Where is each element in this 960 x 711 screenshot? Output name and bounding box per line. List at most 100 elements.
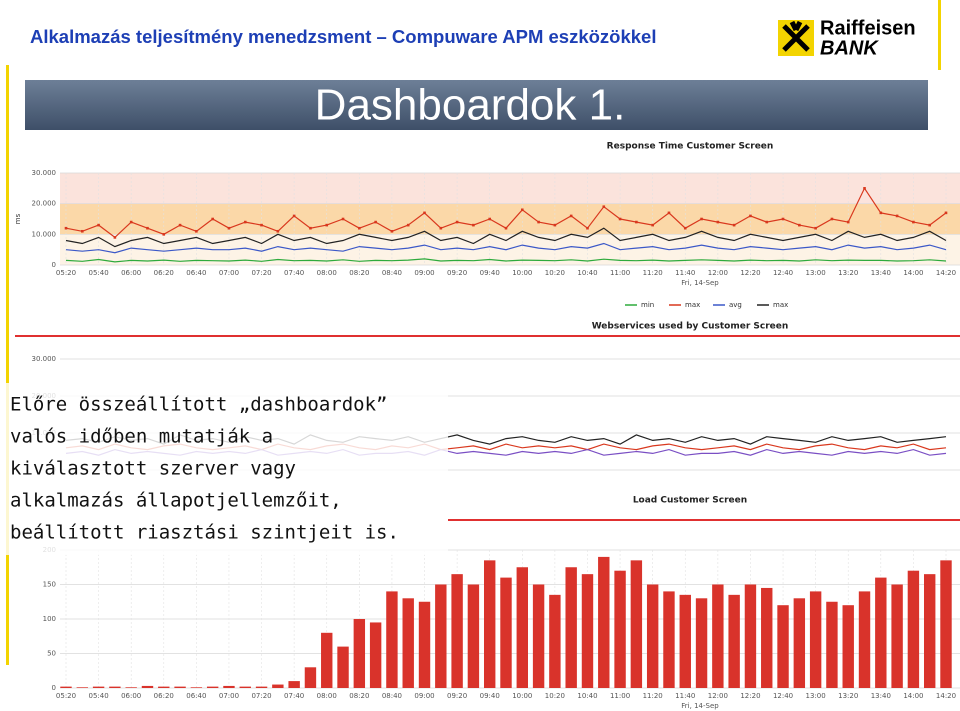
- point: [276, 229, 280, 233]
- x-axis-label: Fri, 14-Sep: [681, 279, 719, 287]
- x-tick-label: 11:20: [643, 692, 663, 700]
- charts: Response Time Customer Screen 0 10.000 20.0…: [14, 142, 960, 710]
- y-tick-label: 0: [52, 261, 56, 269]
- point: [781, 217, 785, 221]
- point: [146, 226, 149, 230]
- point: [846, 220, 850, 224]
- bar: [418, 601, 431, 688]
- point: [700, 217, 703, 221]
- x-tick-label: 13:00: [806, 692, 826, 700]
- x-tick-label: 13:20: [838, 269, 858, 277]
- bar: [223, 685, 235, 688]
- point: [243, 220, 247, 224]
- x-tick-label: 06:40: [186, 269, 206, 277]
- x-tick-label: 11:40: [675, 269, 695, 277]
- bar: [744, 584, 757, 688]
- x-tick-label: 13:00: [806, 269, 826, 277]
- point: [798, 223, 801, 227]
- x-tick-label: 08:40: [382, 269, 402, 277]
- x-tick-label: 13:40: [871, 692, 891, 700]
- point: [765, 220, 769, 224]
- point: [635, 220, 638, 224]
- x-tick-label: 13:20: [838, 692, 858, 700]
- logo-text: Raiffeisen: [820, 17, 916, 39]
- point: [879, 211, 883, 215]
- x-tick-label: 09:20: [447, 269, 467, 277]
- point: [341, 217, 345, 221]
- point: [374, 220, 377, 224]
- callout-line: kiválasztott szerver vagy: [10, 458, 296, 480]
- bar: [321, 632, 333, 688]
- point: [309, 226, 312, 230]
- right-border: [938, 0, 941, 70]
- left-border: [6, 65, 9, 665]
- point: [667, 211, 671, 215]
- point: [863, 187, 866, 190]
- callout-line: alkalmazás állapotjellemzőit,: [10, 490, 342, 512]
- point: [211, 217, 214, 221]
- logo-cross: [782, 20, 810, 52]
- x-tick-label: 10:20: [545, 692, 565, 700]
- bar: [761, 587, 773, 688]
- point: [716, 220, 720, 224]
- bar: [516, 567, 528, 688]
- x-tick-label: 09:20: [447, 692, 467, 700]
- x-tick-label: 06:20: [154, 269, 174, 277]
- point: [830, 217, 834, 221]
- bar: [793, 598, 806, 688]
- x-tick-label: 07:00: [219, 269, 239, 277]
- x-tick-label: 09:00: [414, 692, 434, 700]
- bar: [875, 577, 887, 688]
- x-tick-label: 14:20: [936, 692, 956, 700]
- bar: [679, 594, 691, 688]
- point: [683, 226, 687, 230]
- bar: [940, 560, 952, 688]
- callout-line: beállított riasztási szintjeit is.: [10, 522, 399, 544]
- point: [749, 214, 752, 218]
- point: [64, 226, 68, 230]
- threshold-band: [60, 173, 960, 204]
- point: [390, 229, 394, 233]
- x-tick-label: 06:20: [154, 692, 174, 700]
- x-tick-label: 08:20: [349, 692, 369, 700]
- bar: [60, 686, 72, 688]
- bar: [369, 622, 382, 688]
- callout-line: Előre összeállított „dashboardok”: [10, 394, 388, 416]
- x-tick-label: 08:40: [382, 692, 402, 700]
- threshold-band: [60, 203, 960, 235]
- bar: [435, 584, 447, 688]
- point: [895, 214, 899, 218]
- x-tick-label: 10:40: [577, 692, 597, 700]
- bar: [614, 570, 626, 688]
- logo-text: BANK: [820, 37, 879, 59]
- point: [944, 211, 948, 215]
- bar: [712, 584, 724, 688]
- bar: [125, 687, 137, 688]
- bar: [565, 567, 577, 688]
- point: [732, 223, 736, 227]
- x-tick-label: 06:00: [121, 269, 141, 277]
- chart-title: Webservices used by Customer Screen: [592, 322, 789, 332]
- x-tick-label: 12:00: [708, 269, 728, 277]
- x-tick-label: 07:00: [219, 692, 239, 700]
- bar: [174, 686, 186, 688]
- bar: [141, 685, 154, 688]
- bar: [402, 598, 414, 688]
- x-tick-label: 12:40: [773, 692, 793, 700]
- point: [602, 205, 606, 209]
- x-tick-label: 09:40: [480, 692, 500, 700]
- x-tick-label: 10:40: [577, 269, 597, 277]
- bar: [842, 605, 854, 688]
- bar: [158, 686, 170, 688]
- x-tick-label: 11:00: [610, 692, 630, 700]
- x-tick-label: 05:40: [88, 692, 108, 700]
- series-line: [65, 242, 947, 254]
- bar: [549, 594, 561, 688]
- bar: [467, 584, 480, 688]
- point: [80, 229, 84, 233]
- bar: [386, 591, 398, 688]
- legend-label: min: [641, 301, 654, 309]
- point: [292, 214, 296, 218]
